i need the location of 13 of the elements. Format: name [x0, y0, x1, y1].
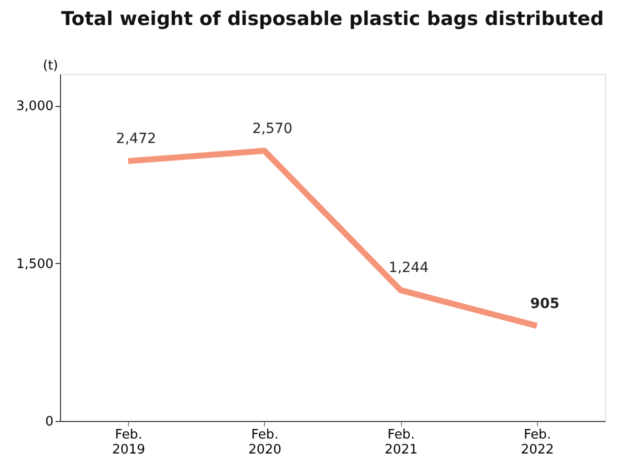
data-label: 2,472	[116, 131, 156, 148]
x-tick-label: Feb. 2019	[112, 428, 146, 458]
y-axis-title: (t)	[42, 58, 58, 74]
y-tick-label: 1,500	[16, 256, 54, 272]
data-label: 905	[530, 296, 560, 312]
y-tick-label: 3,000	[16, 99, 54, 114]
data-label: 1,244	[388, 260, 429, 276]
chart-title: Total weight of disposable plastic bags distributed	[61, 8, 604, 30]
x-tick-label: Feb. 2021	[384, 428, 418, 458]
x-tick-label: Feb. 2022	[520, 428, 554, 458]
x-tick-label: Feb. 2020	[248, 428, 282, 458]
data-label: 2,570	[252, 120, 292, 137]
y-tick-label: 0	[45, 414, 54, 430]
